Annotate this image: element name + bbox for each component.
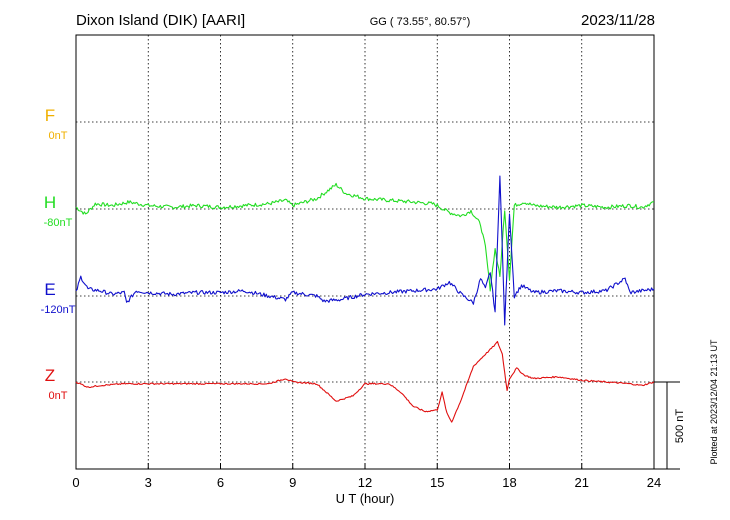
series-line-H (75, 182, 655, 292)
channel-baseline-F: 0nT (49, 130, 68, 142)
channel-name-Z: Z (45, 366, 55, 385)
series-group (75, 175, 655, 423)
channel-baseline-H: -80nT (44, 217, 73, 229)
date-label: 2023/11/28 (581, 12, 655, 29)
scale-bar (654, 381, 680, 470)
x-tick-label: 6 (217, 475, 224, 490)
channel-name-F: F (45, 106, 55, 125)
channel-baseline-E: -120nT (41, 304, 76, 316)
baseline-lines (76, 121, 654, 383)
plotted-timestamp: Plotted at 2023/12/04 21:13 UT (709, 339, 719, 465)
x-tick-label: 0 (72, 475, 79, 490)
channel-baseline-Z: 0nT (49, 390, 68, 402)
channel-labels: F 0nT H -80nT E -120nT Z 0nT (41, 106, 76, 402)
x-tick-label: 9 (289, 475, 296, 490)
x-tick-label: 18 (502, 475, 516, 490)
coordinates-label: GG ( 73.55°, 80.57°) (370, 16, 471, 28)
x-tick-label: 3 (145, 475, 152, 490)
station-title: Dixon Island (DIK) [AARI] (76, 12, 245, 29)
scale-bar-label: 500 nT (674, 409, 686, 444)
x-tick-label: 21 (575, 475, 589, 490)
x-axis-ticks: 0 3 6 9 12 15 18 21 24 (72, 463, 661, 490)
series-line-E (75, 175, 655, 326)
x-tick-label: 12 (358, 475, 372, 490)
grid-lines (147, 35, 583, 469)
x-axis-label: U T (hour) (336, 491, 395, 506)
series-line-Z (75, 340, 655, 423)
x-tick-label: 24 (647, 475, 661, 490)
channel-name-H: H (44, 193, 56, 212)
channel-name-E: E (44, 280, 55, 299)
x-tick-label: 15 (430, 475, 444, 490)
